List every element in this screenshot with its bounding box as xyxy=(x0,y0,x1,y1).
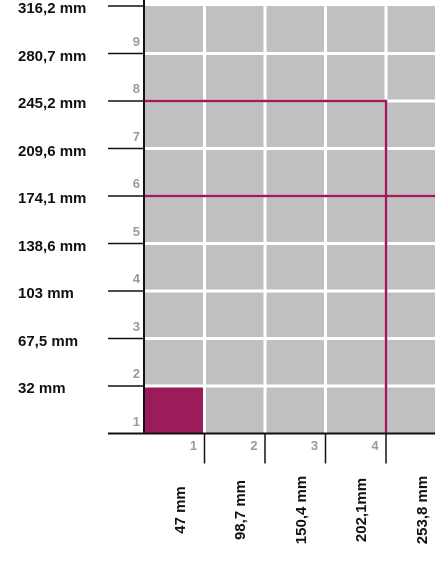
column-number: 1 xyxy=(189,437,198,453)
column-number: 2 xyxy=(250,437,258,453)
highlight-cell xyxy=(144,386,205,434)
column-dimension-label: 98,7 mm xyxy=(232,479,249,541)
row-dimension-label: 67,5 mm xyxy=(18,332,79,350)
column-number: 3 xyxy=(310,437,319,453)
row-number: 5 xyxy=(132,223,140,239)
row-number: 2 xyxy=(132,366,140,381)
row-dimension-label: 138,6 mm xyxy=(18,237,87,255)
row-number: 9 xyxy=(132,33,140,49)
row-dimension-label: 245,2 mm xyxy=(18,95,87,112)
row-dimension-label: 280,7 mm xyxy=(18,47,87,65)
row-dimension-label: 209,6 mm xyxy=(18,142,87,160)
row-number: 7 xyxy=(132,128,140,144)
row-dimension-label: 32 mm xyxy=(18,380,66,397)
grid-background xyxy=(144,6,435,434)
accent-outline xyxy=(144,99,388,434)
column-dimension-label: 150,4 mm xyxy=(292,475,310,545)
row-number: 3 xyxy=(132,318,140,334)
row-dimension-label: 316,2 mm xyxy=(18,0,87,17)
row-dimension-label: 103 mm xyxy=(18,285,74,302)
column-number: 4 xyxy=(371,437,379,453)
row-dimension-label: 174,1 mm xyxy=(18,190,87,207)
row-number: 6 xyxy=(132,176,140,191)
row-number: 4 xyxy=(132,271,140,286)
column-dimension-label: 202,1mm xyxy=(353,477,370,543)
row-number: 8 xyxy=(132,81,140,96)
column-dimension-label: 47 mm xyxy=(171,486,189,534)
row-number: 1 xyxy=(132,413,140,429)
column-dimension-label: 253,8 mm xyxy=(413,475,431,545)
